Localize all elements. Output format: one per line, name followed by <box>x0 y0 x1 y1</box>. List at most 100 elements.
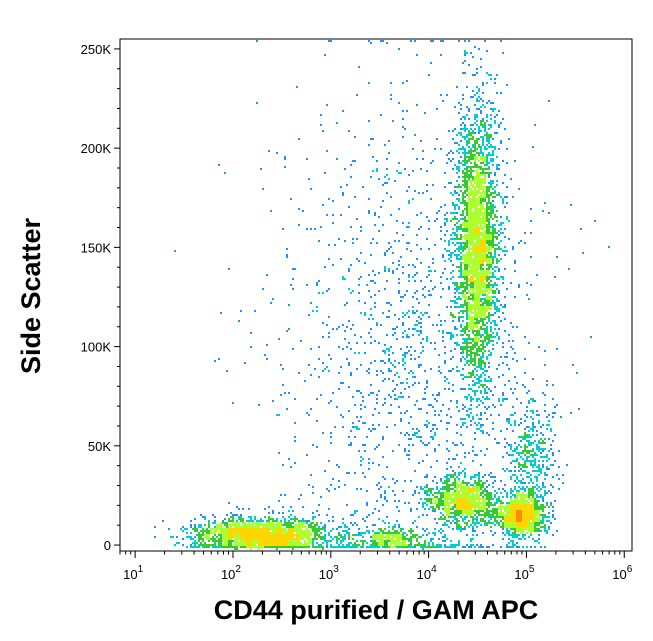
data-point <box>458 496 460 498</box>
data-point <box>524 420 526 422</box>
data-point <box>478 228 480 230</box>
data-point <box>498 414 500 416</box>
data-point <box>340 414 342 416</box>
data-point <box>468 364 470 366</box>
data-point <box>390 532 392 534</box>
data-point <box>458 206 460 208</box>
data-point <box>388 540 390 542</box>
data-point <box>470 540 472 542</box>
data-point <box>464 468 466 470</box>
data-point <box>230 532 232 534</box>
data-point <box>444 510 446 512</box>
data-point <box>486 316 488 318</box>
data-point <box>504 268 506 270</box>
data-point <box>496 156 498 158</box>
data-point <box>286 532 288 534</box>
data-point <box>486 396 488 398</box>
data-point <box>474 514 476 516</box>
data-point <box>478 294 480 296</box>
data-point <box>528 518 530 520</box>
data-point <box>462 212 464 214</box>
data-point <box>512 494 514 496</box>
data-point <box>490 136 492 138</box>
data-point <box>474 246 476 248</box>
data-point <box>462 306 464 308</box>
data-point <box>220 522 222 524</box>
data-point <box>402 126 404 128</box>
data-point <box>440 546 442 548</box>
data-point <box>416 428 418 430</box>
data-point <box>512 528 514 530</box>
data-point <box>462 424 464 426</box>
data-point <box>490 504 492 506</box>
data-point <box>420 546 422 548</box>
data-point <box>470 232 472 234</box>
data-point <box>466 174 468 176</box>
data-point <box>436 482 438 484</box>
data-point <box>468 246 470 248</box>
data-point <box>264 526 266 528</box>
data-point <box>466 356 468 358</box>
data-point <box>432 546 434 548</box>
data-point <box>426 514 428 516</box>
data-point <box>490 108 492 110</box>
data-point <box>500 258 502 260</box>
data-point <box>396 326 398 328</box>
data-point <box>530 528 532 530</box>
data-point <box>506 504 508 506</box>
data-point <box>544 474 546 476</box>
data-point <box>558 478 560 480</box>
data-point <box>236 530 238 532</box>
data-point <box>492 206 494 208</box>
data-point <box>478 296 480 298</box>
data-point <box>476 176 478 178</box>
data-point <box>490 308 492 310</box>
data-point <box>234 536 236 538</box>
data-point <box>476 220 478 222</box>
data-point <box>432 508 434 510</box>
data-point <box>456 476 458 478</box>
data-point <box>472 170 474 172</box>
data-point <box>532 418 534 420</box>
data-point <box>452 546 454 548</box>
data-point <box>470 220 472 222</box>
data-point <box>498 500 500 502</box>
data-point <box>516 502 518 504</box>
data-point <box>190 520 192 522</box>
data-point <box>476 486 478 488</box>
data-point <box>480 362 482 364</box>
data-point <box>470 512 472 514</box>
data-point <box>268 542 270 544</box>
data-point <box>420 280 422 282</box>
data-point <box>470 398 472 400</box>
data-point <box>470 272 472 274</box>
data-point <box>278 524 280 526</box>
data-point <box>474 302 476 304</box>
data-point <box>466 134 468 136</box>
data-point <box>502 362 504 364</box>
data-point <box>398 376 400 378</box>
data-point <box>444 482 446 484</box>
data-point <box>470 510 472 512</box>
data-point <box>476 156 478 158</box>
data-point <box>424 546 426 548</box>
data-point <box>272 546 274 548</box>
data-point <box>498 328 500 330</box>
data-point <box>482 484 484 486</box>
data-point <box>486 296 488 298</box>
data-point <box>506 510 508 512</box>
data-point <box>496 244 498 246</box>
data-point <box>260 520 262 522</box>
data-point <box>486 512 488 514</box>
data-point <box>228 524 230 526</box>
data-point <box>480 268 482 270</box>
data-point <box>478 128 480 130</box>
data-point <box>522 500 524 502</box>
data-point <box>488 162 490 164</box>
data-point <box>460 190 462 192</box>
data-point <box>506 442 508 444</box>
data-point <box>466 244 468 246</box>
data-point <box>286 530 288 532</box>
data-point <box>486 102 488 104</box>
data-point <box>392 540 394 542</box>
